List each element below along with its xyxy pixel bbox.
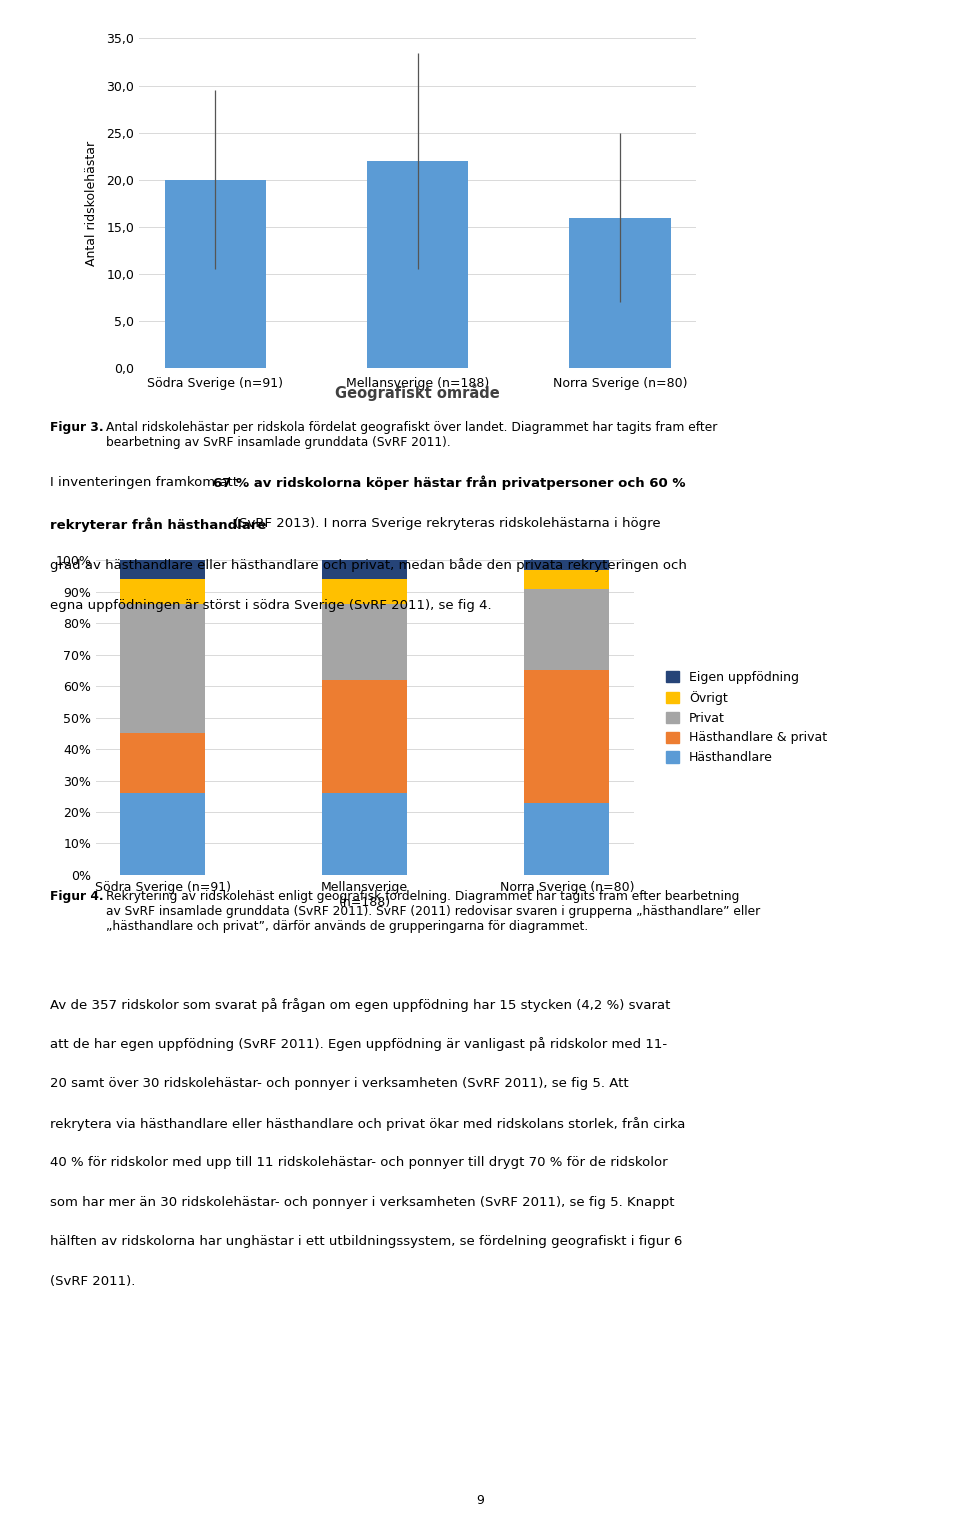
- Bar: [524, 588, 610, 671]
- Text: 9: 9: [476, 1495, 484, 1507]
- Text: Geografiskt område: Geografiskt område: [335, 384, 500, 401]
- Bar: [524, 671, 610, 803]
- Text: (SvRF 2011).: (SvRF 2011).: [50, 1276, 135, 1288]
- Text: rekryterar från hästhandlare: rekryterar från hästhandlare: [50, 517, 266, 531]
- Bar: [120, 579, 205, 605]
- Text: Antal ridskolehästar per ridskola fördelat geografiskt över landet. Diagrammet h: Antal ridskolehästar per ridskola fördel…: [106, 421, 717, 448]
- Bar: [524, 569, 610, 588]
- Bar: [120, 560, 205, 579]
- Bar: [524, 803, 610, 875]
- Bar: [569, 218, 671, 368]
- Text: grad av hästhandlare eller hästhandlare och privat, medan både den privata rekry: grad av hästhandlare eller hästhandlare …: [50, 559, 686, 573]
- Text: 40 % för ridskolor med upp till 11 ridskolehästar- och ponnyer till drygt 70 % f: 40 % för ridskolor med upp till 11 ridsk…: [50, 1156, 667, 1170]
- Text: Figur 4.: Figur 4.: [50, 890, 104, 903]
- Y-axis label: Antal ridskolehästar: Antal ridskolehästar: [85, 141, 98, 266]
- Text: som har mer än 30 ridskolehästar- och ponnyer i verksamheten (SvRF 2011), se fig: som har mer än 30 ridskolehästar- och po…: [50, 1196, 675, 1208]
- Text: Av de 357 ridskolor som svarat på frågan om egen uppfödning har 15 stycken (4,2 : Av de 357 ridskolor som svarat på frågan…: [50, 998, 670, 1012]
- Bar: [323, 605, 407, 680]
- Bar: [367, 161, 468, 368]
- Bar: [524, 560, 610, 569]
- Text: Figur 3.: Figur 3.: [50, 421, 104, 433]
- Text: Rekrytering av ridskolehäst enligt geografisk fördelning. Diagrammet har tagits : Rekrytering av ridskolehäst enligt geogr…: [106, 890, 760, 933]
- Text: 67 % av ridskolorna köper hästar från privatpersoner och 60 %: 67 % av ridskolorna köper hästar från pr…: [213, 476, 685, 490]
- Text: rekrytera via hästhandlare eller hästhandlare och privat ökar med ridskolans sto: rekrytera via hästhandlare eller hästhan…: [50, 1116, 685, 1131]
- Bar: [323, 560, 407, 579]
- Legend: Eigen uppfödning, Övrigt, Privat, Hästhandlare & privat, Hästhandlare: Eigen uppfödning, Övrigt, Privat, Hästha…: [661, 666, 832, 769]
- Bar: [323, 680, 407, 794]
- Text: (SvRF 2013). I norra Sverige rekryteras ridskolehästarna i högre: (SvRF 2013). I norra Sverige rekryteras …: [234, 517, 660, 530]
- Text: egna uppfödningen är störst i södra Sverige (SvRF 2011), se fig 4.: egna uppfödningen är störst i södra Sver…: [50, 599, 492, 612]
- Text: hälften av ridskolorna har unghästar i ett utbildningssystem, se fördelning geog: hälften av ridskolorna har unghästar i e…: [50, 1236, 683, 1248]
- Bar: [323, 794, 407, 875]
- Bar: [120, 605, 205, 734]
- Bar: [120, 734, 205, 794]
- Bar: [120, 794, 205, 875]
- Bar: [323, 579, 407, 605]
- Text: I inventeringen framkom att: I inventeringen framkom att: [50, 476, 242, 488]
- Bar: [164, 180, 266, 368]
- Text: 20 samt över 30 ridskolehästar- och ponnyer i verksamheten (SvRF 2011), se fig 5: 20 samt över 30 ridskolehästar- och ponn…: [50, 1078, 629, 1090]
- Text: att de har egen uppfödning (SvRF 2011). Egen uppfödning är vanligast på ridskolo: att de har egen uppfödning (SvRF 2011). …: [50, 1038, 667, 1051]
